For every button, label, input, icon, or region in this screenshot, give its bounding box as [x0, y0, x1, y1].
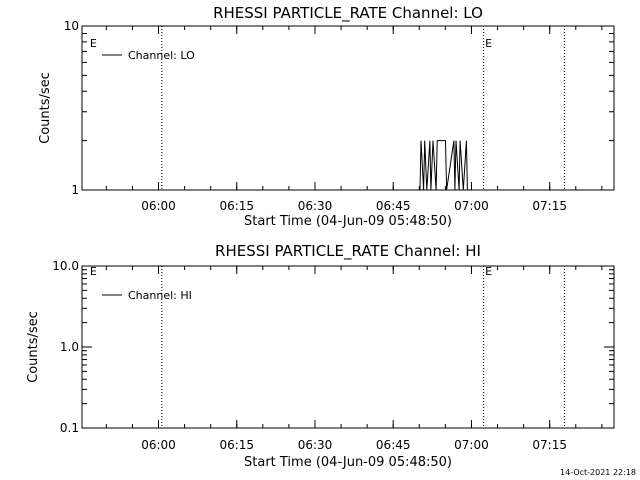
y-axis-label: Counts/sec — [38, 72, 53, 144]
x-axis-label: Start Time (04-Jun-09 05:48:50) — [244, 455, 452, 470]
x-tick-label: 06:45 — [376, 438, 411, 452]
x-axis-label: Start Time (04-Jun-09 05:48:50) — [244, 214, 452, 229]
x-tick-label: 06:30 — [298, 199, 333, 213]
y-tick-label: 0.1 — [60, 421, 79, 435]
x-tick-label: 06:15 — [219, 438, 254, 452]
x-tick-label: 07:00 — [454, 199, 489, 213]
chart-panel-1: RHESSI PARTICLE_RATE Channel: HI Start Ti… — [26, 242, 615, 470]
y-tick-label: 10 — [64, 19, 79, 33]
x-tick-label: 06:00 — [141, 199, 176, 213]
chart-title: RHESSI PARTICLE_RATE Channel: LO — [213, 4, 483, 23]
y-tick-label: 10.0 — [52, 259, 79, 273]
x-tick-label: 07:15 — [532, 438, 567, 452]
x-tick-label: 06:15 — [219, 199, 254, 213]
legend-label: Channel: LO — [128, 49, 195, 62]
event-label: E — [485, 265, 492, 278]
x-tick-label: 07:15 — [532, 199, 567, 213]
x-tick-label: 06:30 — [298, 438, 333, 452]
series-line-0 — [100, 140, 562, 191]
chart-title: RHESSI PARTICLE_RATE Channel: HI — [215, 242, 481, 261]
footer-timestamp: 14-Oct-2021 22:18 — [560, 468, 636, 477]
event-label: E — [485, 37, 492, 50]
y-axis-label: Counts/sec — [26, 311, 41, 383]
y-tick-label: 1.0 — [60, 340, 79, 354]
legend-label: Channel: HI — [128, 289, 192, 302]
chart-panel-0: RHESSI PARTICLE_RATE Channel: LO Start Ti… — [38, 4, 615, 229]
x-tick-label: 07:00 — [454, 438, 489, 452]
y-tick-label: 1 — [71, 183, 79, 197]
event-label: E — [90, 37, 97, 50]
x-tick-label: 06:45 — [376, 199, 411, 213]
x-tick-label: 06:00 — [141, 438, 176, 452]
event-label: E — [90, 265, 97, 278]
